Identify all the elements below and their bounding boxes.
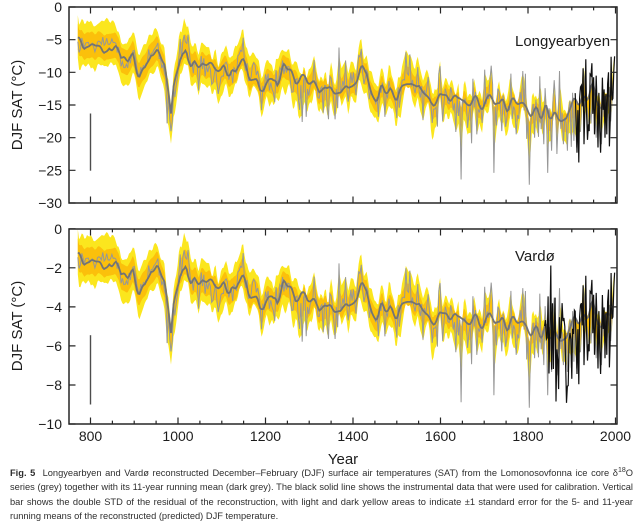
svg-text:DJF SAT (°C): DJF SAT (°C): [9, 60, 26, 150]
svg-text:1800: 1800: [512, 428, 543, 444]
svg-text:−30: −30: [38, 195, 62, 211]
svg-text:−4: −4: [46, 299, 62, 315]
svg-text:2000: 2000: [600, 428, 631, 444]
svg-text:0: 0: [54, 221, 62, 237]
svg-text:Longyearbyen: Longyearbyen: [515, 33, 610, 50]
svg-text:Year: Year: [328, 451, 358, 468]
svg-text:0: 0: [54, 0, 62, 15]
svg-text:1000: 1000: [162, 428, 193, 444]
svg-text:800: 800: [79, 428, 103, 444]
svg-text:1600: 1600: [425, 428, 456, 444]
svg-text:DJF SAT (°C): DJF SAT (°C): [9, 281, 26, 371]
svg-text:1400: 1400: [337, 428, 368, 444]
svg-text:−10: −10: [38, 64, 62, 80]
svg-text:−5: −5: [46, 32, 62, 48]
svg-text:−25: −25: [38, 162, 62, 178]
svg-text:1200: 1200: [250, 428, 281, 444]
svg-text:−10: −10: [38, 416, 62, 432]
svg-text:Vardø: Vardø: [515, 248, 555, 265]
svg-text:−6: −6: [46, 338, 62, 354]
svg-text:−8: −8: [46, 377, 62, 393]
svg-text:−15: −15: [38, 97, 62, 113]
svg-text:−2: −2: [46, 260, 62, 276]
svg-text:−20: −20: [38, 130, 62, 146]
